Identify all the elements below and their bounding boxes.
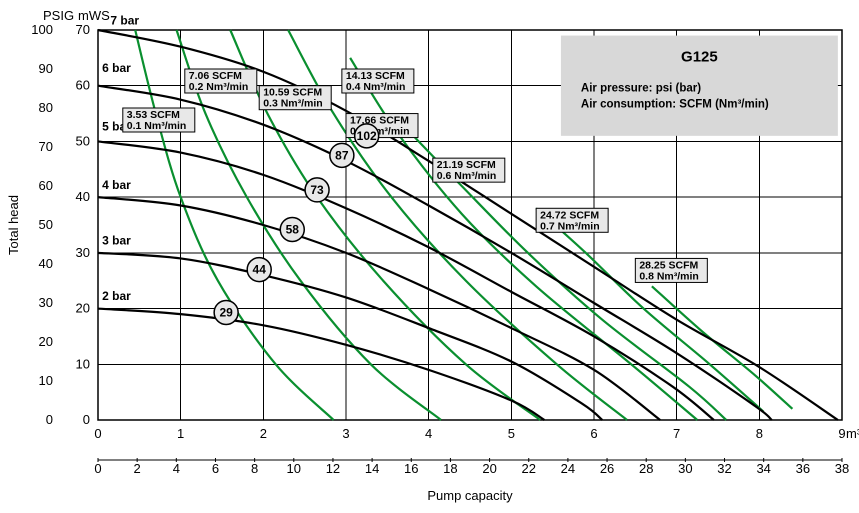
pressure-curve — [98, 141, 714, 420]
y-psig-tick: 70 — [39, 139, 53, 154]
y-mws-tick: 50 — [76, 133, 90, 148]
svg-text:0.7 Nm³/min: 0.7 Nm³/min — [540, 220, 600, 232]
pressure-curve-label: 4 bar — [102, 178, 131, 192]
y-psig-title: PSIG — [43, 8, 74, 23]
x-usgpm-tick: 34 — [756, 461, 770, 476]
psi-bubble: 102 — [355, 124, 379, 148]
x-usgpm-tick: 20 — [482, 461, 496, 476]
scfm-label: 10.59 SCFM0.3 Nm³/min — [259, 86, 331, 110]
psi-bubble: 58 — [280, 217, 304, 241]
svg-text:87: 87 — [335, 148, 349, 162]
svg-text:0.4 Nm³/min: 0.4 Nm³/min — [346, 81, 406, 93]
scfm-label: 3.53 SCFM0.1 Nm³/min — [123, 108, 195, 132]
title-box: G125 Air pressure: psi (bar) Air consumpti… — [561, 36, 838, 136]
x-usgpm-tick: 14 — [365, 461, 379, 476]
x-usgpm-tick: 6 — [212, 461, 219, 476]
x-usgpm-tick: 10 — [287, 461, 301, 476]
y-psig-tick: 30 — [39, 295, 53, 310]
y-mws-tick: 20 — [76, 301, 90, 316]
chart-subtitle-2: Air consumption: SCFM (Nm³/min) — [581, 99, 769, 111]
scfm-label: 14.13 SCFM0.4 Nm³/min — [342, 69, 414, 93]
y-psig-tick: 50 — [39, 217, 53, 232]
x-axis-title: Pump capacity — [427, 488, 513, 503]
x-usgpm-tick: 38 — [835, 461, 849, 476]
x-m3h-tick: 1 — [177, 426, 184, 441]
y-psig-tick: 100 — [31, 22, 53, 37]
x-usgpm-tick: 16 — [404, 461, 418, 476]
x-usgpm-tick: 18 — [443, 461, 457, 476]
psi-bubble: 29 — [214, 300, 238, 324]
y-mws-tick: 60 — [76, 78, 90, 93]
svg-text:0.2 Nm³/min: 0.2 Nm³/min — [189, 81, 249, 93]
svg-text:73: 73 — [310, 183, 324, 197]
svg-text:102: 102 — [357, 129, 377, 143]
x-m3h-tick: 4 — [425, 426, 432, 441]
svg-text:0.3 Nm³/min: 0.3 Nm³/min — [263, 98, 323, 110]
x-usgpm-tick: 4 — [173, 461, 180, 476]
pressure-curve-label: 6 bar — [102, 61, 131, 75]
x-usgpm-tick: 12 — [326, 461, 340, 476]
chart-subtitle-1: Air pressure: psi (bar) — [581, 83, 701, 95]
pressure-curve-label: 7 bar — [110, 13, 139, 27]
x-m3h-tick: 0 — [94, 426, 101, 441]
y-psig-tick: 20 — [39, 334, 53, 349]
y-mws-tick: 30 — [76, 245, 90, 260]
x-usgpm-tick: 28 — [639, 461, 653, 476]
x-usgpm-tick: 24 — [561, 461, 575, 476]
y-psig-tick: 40 — [39, 256, 53, 271]
y-psig-tick: 90 — [39, 61, 53, 76]
y-mws-title: mWS — [78, 8, 110, 23]
svg-text:29: 29 — [219, 305, 233, 319]
y-mws-tick: 70 — [76, 22, 90, 37]
svg-text:0.8 Nm³/min: 0.8 Nm³/min — [639, 270, 699, 282]
x-m3h-tick: 3 — [342, 426, 349, 441]
y-mws-tick: 40 — [76, 189, 90, 204]
x-usgpm-tick: 32 — [717, 461, 731, 476]
x-m3h-tick: 8 — [756, 426, 763, 441]
pressure-curve-label: 3 bar — [102, 234, 131, 248]
x-usgpm-tick: 30 — [678, 461, 692, 476]
svg-text:44: 44 — [253, 263, 267, 277]
svg-text:0.6 Nm³/min: 0.6 Nm³/min — [437, 170, 497, 182]
y-psig-tick: 10 — [39, 373, 53, 388]
pressure-curve-label: 2 bar — [102, 289, 131, 303]
scfm-label: 7.06 SCFM0.2 Nm³/min — [185, 69, 257, 93]
scfm-label: 28.25 SCFM0.8 Nm³/min — [635, 258, 707, 282]
svg-text:0.1 Nm³/min: 0.1 Nm³/min — [127, 120, 187, 132]
scfm-label: 24.72 SCFM0.7 Nm³/min — [536, 208, 608, 232]
x-usgpm-tick: 26 — [600, 461, 614, 476]
x-m3h-title: m³/h — [846, 426, 859, 441]
y-psig-tick: 60 — [39, 178, 53, 193]
x-usgpm-tick: 0 — [94, 461, 101, 476]
svg-text:58: 58 — [286, 222, 300, 236]
psi-bubble: 73 — [305, 178, 329, 202]
pump-chart: G125 Air pressure: psi (bar) Air consumpti… — [0, 0, 859, 513]
x-m3h-tick: 2 — [260, 426, 267, 441]
x-m3h-tick: 9 — [838, 426, 845, 441]
psi-bubble: 87 — [330, 143, 354, 167]
chart-model: G125 — [681, 49, 718, 66]
x-m3h-tick: 5 — [508, 426, 515, 441]
y-mws-tick: 10 — [76, 356, 90, 371]
y-psig-tick: 0 — [46, 412, 53, 427]
x-m3h-tick: 7 — [673, 426, 680, 441]
air-curve — [652, 286, 793, 409]
scfm-label: 21.19 SCFM0.6 Nm³/min — [433, 158, 505, 182]
y-psig-tick: 80 — [39, 100, 53, 115]
x-m3h-tick: 6 — [590, 426, 597, 441]
x-usgpm-tick: 2 — [134, 461, 141, 476]
x-usgpm-tick: 22 — [522, 461, 536, 476]
x-usgpm-tick: 8 — [251, 461, 258, 476]
x-usgpm-tick: 36 — [796, 461, 810, 476]
psi-bubble: 44 — [247, 258, 271, 282]
y-axis-title: Total head — [6, 195, 21, 255]
y-mws-tick: 0 — [83, 412, 90, 427]
